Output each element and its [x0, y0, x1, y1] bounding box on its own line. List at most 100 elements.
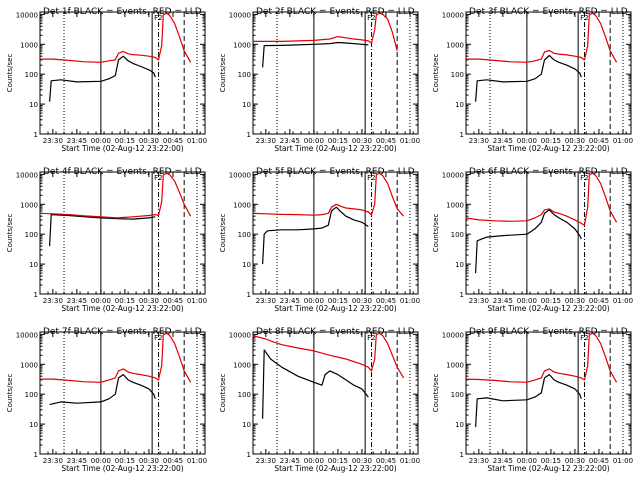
- x-tick-label: 00:30: [565, 297, 585, 305]
- y-tick-label: 100: [25, 71, 38, 79]
- y-tick-label: 10000: [229, 331, 251, 339]
- y-tick-label: 100: [25, 391, 38, 399]
- panel-title: Det 4f BLACK = Events, RED = LLD: [43, 167, 202, 177]
- detector-panel: Det 1f BLACK = Events, RED = LLD 1 10 100 10…: [6, 7, 207, 153]
- y-axis-label: Counts/sec: [219, 374, 227, 413]
- y-tick-label: 1: [34, 291, 38, 299]
- x-tick-label: 00:30: [139, 297, 159, 305]
- x-tick-label: 00:30: [352, 137, 372, 145]
- flare-marker-label: F2: [580, 14, 588, 22]
- y-tick-label: 10: [242, 101, 251, 109]
- y-tick-label: 1: [34, 131, 38, 139]
- x-tick-label: 23:30: [469, 137, 489, 145]
- events-series-line: [49, 55, 156, 102]
- x-tick-label: 01:00: [187, 297, 207, 305]
- events-series-line: [475, 374, 582, 428]
- flare-marker-label: F2: [580, 174, 588, 182]
- x-axis-label: Start Time (02-Aug-12 23:22:00): [61, 464, 183, 473]
- events-series-line: [475, 54, 582, 102]
- detector-panel: Det 3f BLACK = Events, RED = LLD 1 10 100 10…: [432, 7, 633, 153]
- y-tick-label: 100: [451, 231, 464, 239]
- x-tick-label: 00:15: [541, 457, 561, 465]
- x-tick-label: 00:45: [376, 457, 396, 465]
- lld-series-line: [40, 332, 192, 383]
- y-tick-label: 10: [29, 101, 38, 109]
- events-series-line: [262, 206, 369, 265]
- x-tick-label: 00:15: [541, 137, 561, 145]
- y-tick-label: 10000: [16, 331, 38, 339]
- x-tick-label: 01:00: [187, 457, 207, 465]
- x-tick-label: 23:45: [67, 297, 87, 305]
- x-tick-label: 23:45: [280, 297, 300, 305]
- x-tick-label: 00:45: [163, 297, 183, 305]
- x-tick-label: 00:00: [517, 297, 537, 305]
- y-tick-label: 10: [242, 421, 251, 429]
- y-axis-label: Counts/sec: [6, 374, 14, 413]
- y-tick-label: 100: [451, 71, 464, 79]
- x-tick-label: 01:00: [400, 137, 420, 145]
- x-tick-label: 00:15: [115, 137, 135, 145]
- y-tick-label: 1000: [233, 41, 251, 49]
- y-tick-label: 100: [451, 391, 464, 399]
- flare-marker-label: F2: [367, 14, 375, 22]
- flare-marker-label: F2: [580, 334, 588, 342]
- x-tick-label: 00:30: [139, 137, 159, 145]
- y-tick-label: 100: [238, 391, 251, 399]
- x-tick-label: 00:00: [517, 137, 537, 145]
- x-tick-label: 23:30: [256, 457, 276, 465]
- y-tick-label: 10000: [442, 171, 464, 179]
- x-tick-label: 00:45: [163, 137, 183, 145]
- x-tick-label: 01:00: [400, 297, 420, 305]
- panel-title: Det 2f BLACK = Events, RED = LLD: [256, 7, 415, 17]
- x-tick-label: 23:45: [67, 137, 87, 145]
- detector-panel: Det 6f BLACK = Events, RED = LLD 1 10 100 10…: [432, 167, 633, 313]
- lld-series-line: [40, 12, 192, 63]
- detector-panel: Det 2f BLACK = Events, RED = LLD 1 10 100 10…: [219, 7, 420, 153]
- y-tick-label: 10000: [442, 331, 464, 339]
- y-tick-label: 10000: [442, 11, 464, 19]
- x-tick-label: 23:30: [469, 457, 489, 465]
- y-tick-label: 100: [25, 231, 38, 239]
- events-series-line: [262, 349, 369, 419]
- x-axis-label: Start Time (02-Aug-12 23:22:00): [61, 304, 183, 313]
- detector-panel: Det 4f BLACK = Events, RED = LLD 1 10 100 10…: [6, 167, 207, 313]
- x-tick-label: 01:00: [613, 457, 633, 465]
- y-tick-label: 1: [247, 291, 251, 299]
- x-tick-label: 23:30: [469, 297, 489, 305]
- x-tick-label: 23:45: [493, 137, 513, 145]
- detector-panel: Det 5f BLACK = Events, RED = LLD 1 10 100 10…: [219, 167, 420, 313]
- x-tick-label: 23:30: [256, 137, 276, 145]
- y-axis-label: Counts/sec: [432, 214, 440, 253]
- x-tick-label: 23:30: [43, 137, 63, 145]
- y-tick-label: 1000: [446, 201, 464, 209]
- y-tick-label: 10: [29, 421, 38, 429]
- y-tick-label: 1000: [446, 41, 464, 49]
- x-tick-label: 00:30: [139, 457, 159, 465]
- events-series-line: [49, 374, 156, 406]
- y-tick-label: 1: [34, 451, 38, 459]
- x-tick-label: 23:30: [256, 297, 276, 305]
- lld-series-line: [252, 332, 405, 379]
- lld-series-line: [39, 172, 192, 219]
- x-tick-label: 00:15: [328, 297, 348, 305]
- x-tick-label: 00:15: [328, 457, 348, 465]
- y-axis-label: Counts/sec: [219, 214, 227, 253]
- flare-marker-label: F2: [154, 14, 162, 22]
- plot-frame: [39, 171, 206, 295]
- y-tick-label: 10000: [16, 11, 38, 19]
- events-series-line: [475, 209, 582, 274]
- x-axis-label: Start Time (02-Aug-12 23:22:00): [274, 304, 396, 313]
- lld-series-line: [253, 12, 398, 52]
- x-tick-label: 00:45: [163, 457, 183, 465]
- x-tick-label: 01:00: [400, 457, 420, 465]
- panel-title: Det 7f BLACK = Events, RED = LLD: [43, 327, 202, 337]
- y-axis-label: Counts/sec: [6, 214, 14, 253]
- y-axis-label: Counts/sec: [432, 374, 440, 413]
- flare-marker-label: F2: [154, 334, 162, 342]
- x-tick-label: 00:15: [328, 137, 348, 145]
- plot-frame: [39, 11, 206, 135]
- x-tick-label: 01:00: [613, 137, 633, 145]
- x-tick-label: 23:30: [43, 457, 63, 465]
- y-tick-label: 100: [238, 71, 251, 79]
